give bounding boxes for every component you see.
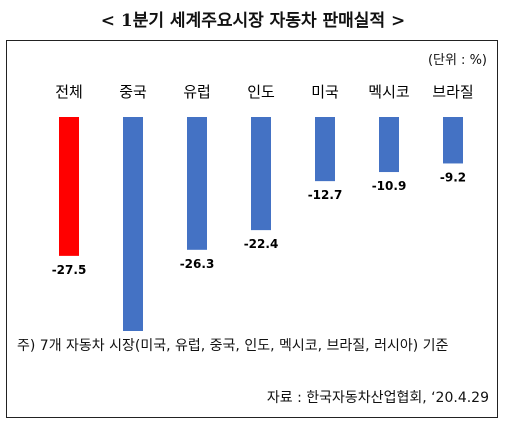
- source-note: 자료 : 한국자동차산업협회, ‘20.4.29: [266, 390, 489, 406]
- category-label: 미국: [311, 83, 339, 101]
- bar: [315, 117, 335, 182]
- bar: [187, 117, 207, 250]
- data-label: -12.7: [308, 188, 343, 202]
- data-label: -22.4: [244, 237, 279, 251]
- footnote: 주) 7개 자동차 시장(미국, 유럽, 중국, 인도, 멕시코, 브라질, 러…: [17, 338, 449, 354]
- data-label: -27.5: [52, 263, 87, 277]
- bar-chart: 전체-27.5중국-45.4유럽-26.3인도-22.4미국-12.7멕시코-1…: [52, 83, 474, 331]
- category-label: 멕시코: [368, 83, 409, 101]
- bar: [443, 117, 463, 164]
- page-title: < 1분기 세계주요시장 자동차 판매실적 >: [100, 11, 406, 31]
- chart-frame: (단위 : %) 전체-27.5중국-45.4유럽-26.3인도-22.4미국-…: [6, 40, 498, 418]
- category-label: 중국: [119, 83, 147, 101]
- category-label: 유럽: [183, 83, 211, 101]
- bar: [379, 117, 399, 173]
- data-label: -26.3: [180, 257, 215, 271]
- bar: [251, 117, 271, 231]
- category-label: 브라질: [432, 83, 473, 101]
- bar: [59, 117, 79, 256]
- data-label: -9.2: [440, 170, 466, 184]
- unit-label: (단위 : %): [427, 53, 487, 68]
- bar: [123, 117, 143, 331]
- data-label: -10.9: [372, 179, 407, 193]
- category-label: 전체: [55, 83, 83, 101]
- category-label: 인도: [247, 83, 275, 101]
